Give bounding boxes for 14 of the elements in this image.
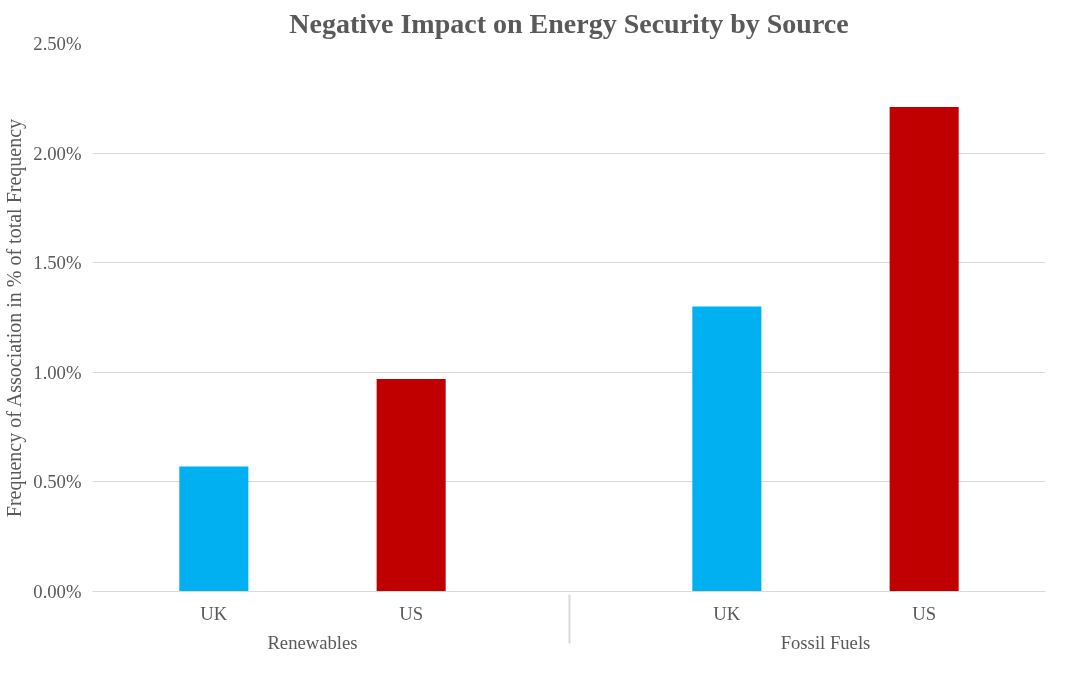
y-tick-label: 2.50%	[33, 33, 82, 54]
y-axis-title: Frequency of Association in % of total Frequency	[3, 118, 27, 518]
y-tick-label: 0.00%	[33, 581, 82, 602]
x-tick-label: UK	[713, 602, 741, 624]
x-tick-label: US	[399, 602, 424, 624]
y-tick-label: 1.00%	[33, 361, 82, 383]
text: Fossil Fuels	[780, 631, 871, 653]
y-tick-label: 0.50%	[33, 471, 82, 493]
y-tick-label: 2.00%	[33, 142, 82, 164]
x-tick-label: UK	[200, 602, 228, 624]
text: Renewables	[267, 631, 358, 653]
chart-title: Negative Impact on Energy Security by Source	[289, 7, 849, 39]
x-tick-label: US	[912, 602, 937, 624]
y-tick-label: 1.50%	[33, 252, 82, 274]
